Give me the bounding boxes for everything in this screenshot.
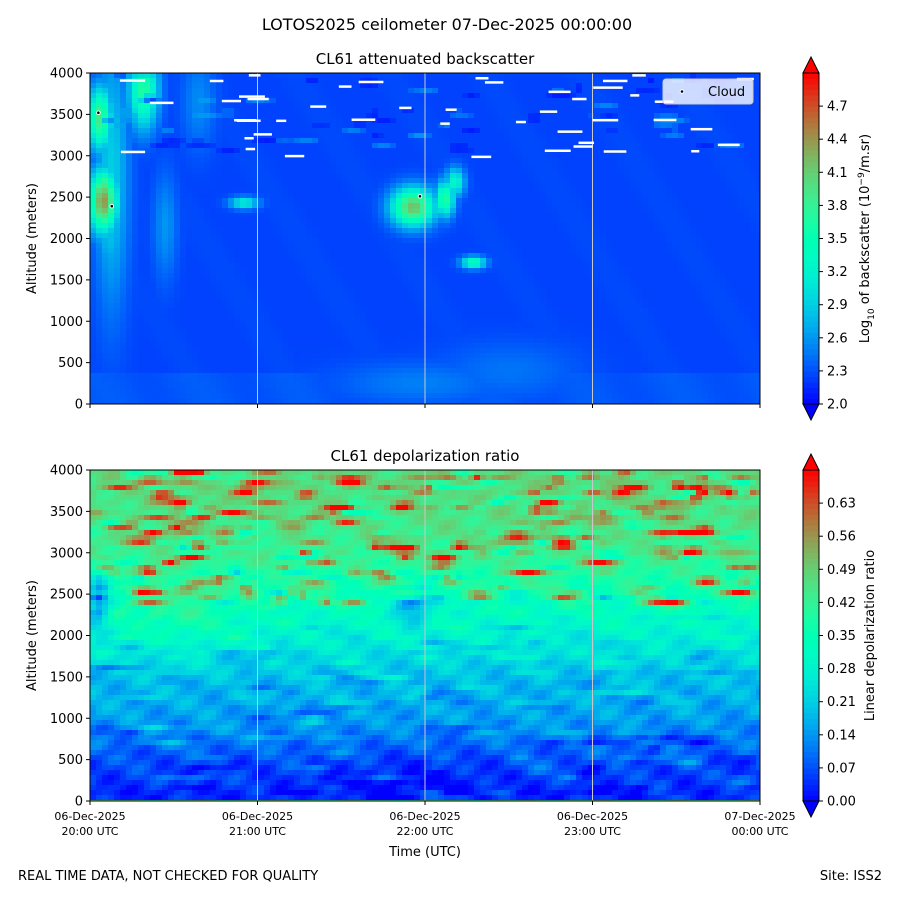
depolarization-ytick-label: 1500 — [50, 670, 83, 685]
backscatter-colorbar-tick-label: 4.7 — [827, 100, 848, 115]
depolarization-ytick-label: 2000 — [50, 629, 83, 644]
depolarization-colorbar-tick-label: 0.63 — [827, 497, 856, 512]
cloud-marker — [417, 193, 423, 199]
backscatter-ytick-label: 3500 — [50, 108, 83, 123]
cloud-legend: Cloud — [662, 78, 754, 105]
backscatter-ytick-label: 2000 — [50, 232, 83, 247]
depolarization-colorbar-tick-label: 0.00 — [827, 795, 856, 810]
site-label: Site: ISS2 — [819, 869, 882, 884]
backscatter-ytick-label: 0 — [75, 398, 83, 413]
backscatter-ytick-label: 1000 — [50, 315, 83, 330]
backscatter-ylabel: Altitude (meters) — [25, 183, 40, 294]
xtick-label-date: 06-Dec-2025 — [557, 810, 628, 823]
depolarization-ytick-label: 2500 — [50, 588, 83, 603]
backscatter-colorbar-tick-label: 3.5 — [827, 232, 848, 247]
backscatter-colorbar-tick-label: 3.2 — [827, 265, 848, 280]
depolarization-title: CL61 depolarization ratio — [331, 447, 520, 465]
backscatter-ytick-label: 500 — [58, 356, 83, 371]
depolarization-ylabel: Altitude (meters) — [25, 580, 40, 691]
x-axis-label: Time (UTC) — [388, 845, 461, 860]
xtick-label-date: 06-Dec-2025 — [222, 810, 293, 823]
depolarization-panel: CL61 depolarization ratio 0 500 1000 1500 200… — [25, 447, 878, 860]
backscatter-colorbar-tick-label: 2.3 — [827, 364, 848, 379]
backscatter-heatmap — [90, 73, 760, 404]
backscatter-colorbar-extend-max — [802, 55, 820, 74]
xtick-label-date: 06-Dec-2025 — [389, 810, 460, 823]
xtick-label-time: 00:00 UTC — [731, 825, 788, 838]
backscatter-colorbar-tick-label: 2.0 — [827, 398, 848, 413]
xtick-label-date: 06-Dec-2025 — [54, 810, 125, 823]
backscatter-panel: CL61 attenuated backscatter 0 500 1000 1500 2… — [25, 50, 877, 422]
depolarization-colorbar-tick-label: 0.07 — [827, 761, 856, 776]
depolarization-ytick-label: 1000 — [50, 712, 83, 727]
backscatter-ytick-label: 2500 — [50, 191, 83, 206]
backscatter-colorbar-tick-label: 2.9 — [827, 298, 848, 313]
depolarization-ytick-label: 500 — [58, 753, 83, 768]
depolarization-colorbar: 0.00 0.07 0.14 0.21 0.28 0.35 0.42 0.49 0.56 0.63 — [802, 452, 856, 819]
depolarization-colorbar-extend-max — [802, 452, 820, 471]
backscatter-title: CL61 attenuated backscatter — [316, 50, 535, 68]
depolarization-colorbar-tick-label: 0.28 — [827, 662, 856, 677]
backscatter-colorbar-tick-label: 4.4 — [827, 133, 848, 148]
depolarization-colorbar-tick-label: 0.14 — [827, 728, 856, 743]
quality-disclaimer: REAL TIME DATA, NOT CHECKED FOR QUALITY — [18, 869, 319, 884]
depolarization-ytick-label: 4000 — [50, 464, 83, 479]
xtick-label-time: 22:00 UTC — [396, 825, 453, 838]
depolarization-ytick-label: 3000 — [50, 546, 83, 561]
cloud-legend-label: Cloud — [708, 85, 745, 100]
depolarization-colorbar-tick-label: 0.56 — [827, 530, 856, 545]
depolarization-colorbar-extend-min — [802, 800, 820, 819]
xtick-label-time: 20:00 UTC — [61, 825, 118, 838]
depolarization-colorbar-label: Linear depolarization ratio — [863, 550, 878, 721]
backscatter-missing-data — [119, 74, 754, 159]
depolarization-colorbar-tick-label: 0.35 — [827, 629, 856, 644]
depolarization-colorbar-tick-label: 0.49 — [827, 563, 856, 578]
backscatter-ytick-label: 4000 — [50, 67, 83, 82]
xtick-label-time: 21:00 UTC — [229, 825, 286, 838]
backscatter-colorbar-tick-label: 4.1 — [827, 166, 848, 181]
backscatter-colorbar: 2.0 2.3 2.6 2.9 3.2 3.5 3.8 4.1 4.4 4.7 — [802, 55, 848, 422]
backscatter-ytick-label: 3000 — [50, 149, 83, 164]
depolarization-ytick-label: 3500 — [50, 505, 83, 520]
cloud-marker — [96, 110, 101, 116]
backscatter-ytick-label: 1500 — [50, 273, 83, 288]
backscatter-colorbar-tick-label: 3.8 — [827, 199, 848, 214]
backscatter-colorbar-extend-min — [802, 403, 820, 422]
figure-title: LOTOS2025 ceilometer 07-Dec-2025 00:00:0… — [262, 15, 632, 34]
xtick-label-date: 07-Dec-2025 — [724, 810, 795, 823]
depolarization-ytick-label: 0 — [75, 795, 83, 810]
depolarization-colorbar-tick-label: 0.21 — [827, 695, 856, 710]
xtick-label-time: 23:00 UTC — [564, 825, 621, 838]
cloud-marker — [109, 203, 115, 209]
depolarization-heatmap — [90, 470, 760, 801]
backscatter-colorbar-tick-label: 2.6 — [827, 331, 848, 346]
cloud-legend-marker — [679, 89, 685, 94]
backscatter-colorbar-label: Log10 of backscatter (10−9/m.sr) — [857, 134, 877, 343]
depolarization-colorbar-tick-label: 0.42 — [827, 596, 856, 611]
